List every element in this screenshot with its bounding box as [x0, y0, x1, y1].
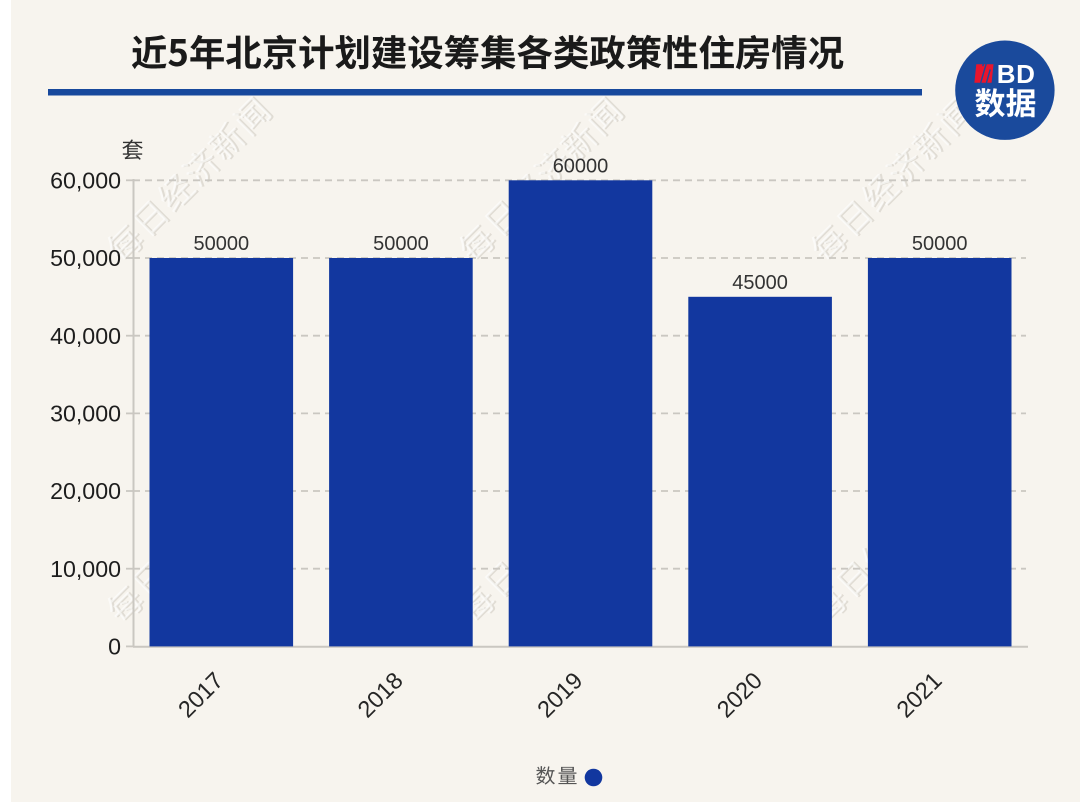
svg-text:50,000: 50,000	[50, 245, 121, 271]
svg-text:50000: 50000	[373, 233, 429, 255]
svg-text:50000: 50000	[912, 233, 968, 255]
svg-text:BD: BD	[997, 59, 1036, 89]
svg-text:60000: 60000	[553, 155, 609, 177]
svg-text:45000: 45000	[732, 272, 788, 294]
svg-text:20,000: 20,000	[50, 478, 121, 504]
svg-text:40,000: 40,000	[50, 323, 121, 349]
svg-text:30,000: 30,000	[50, 401, 121, 427]
svg-text:50000: 50000	[193, 233, 249, 255]
svg-text:0: 0	[108, 634, 121, 660]
svg-text:10,000: 10,000	[50, 556, 121, 582]
svg-text:60,000: 60,000	[50, 168, 121, 194]
